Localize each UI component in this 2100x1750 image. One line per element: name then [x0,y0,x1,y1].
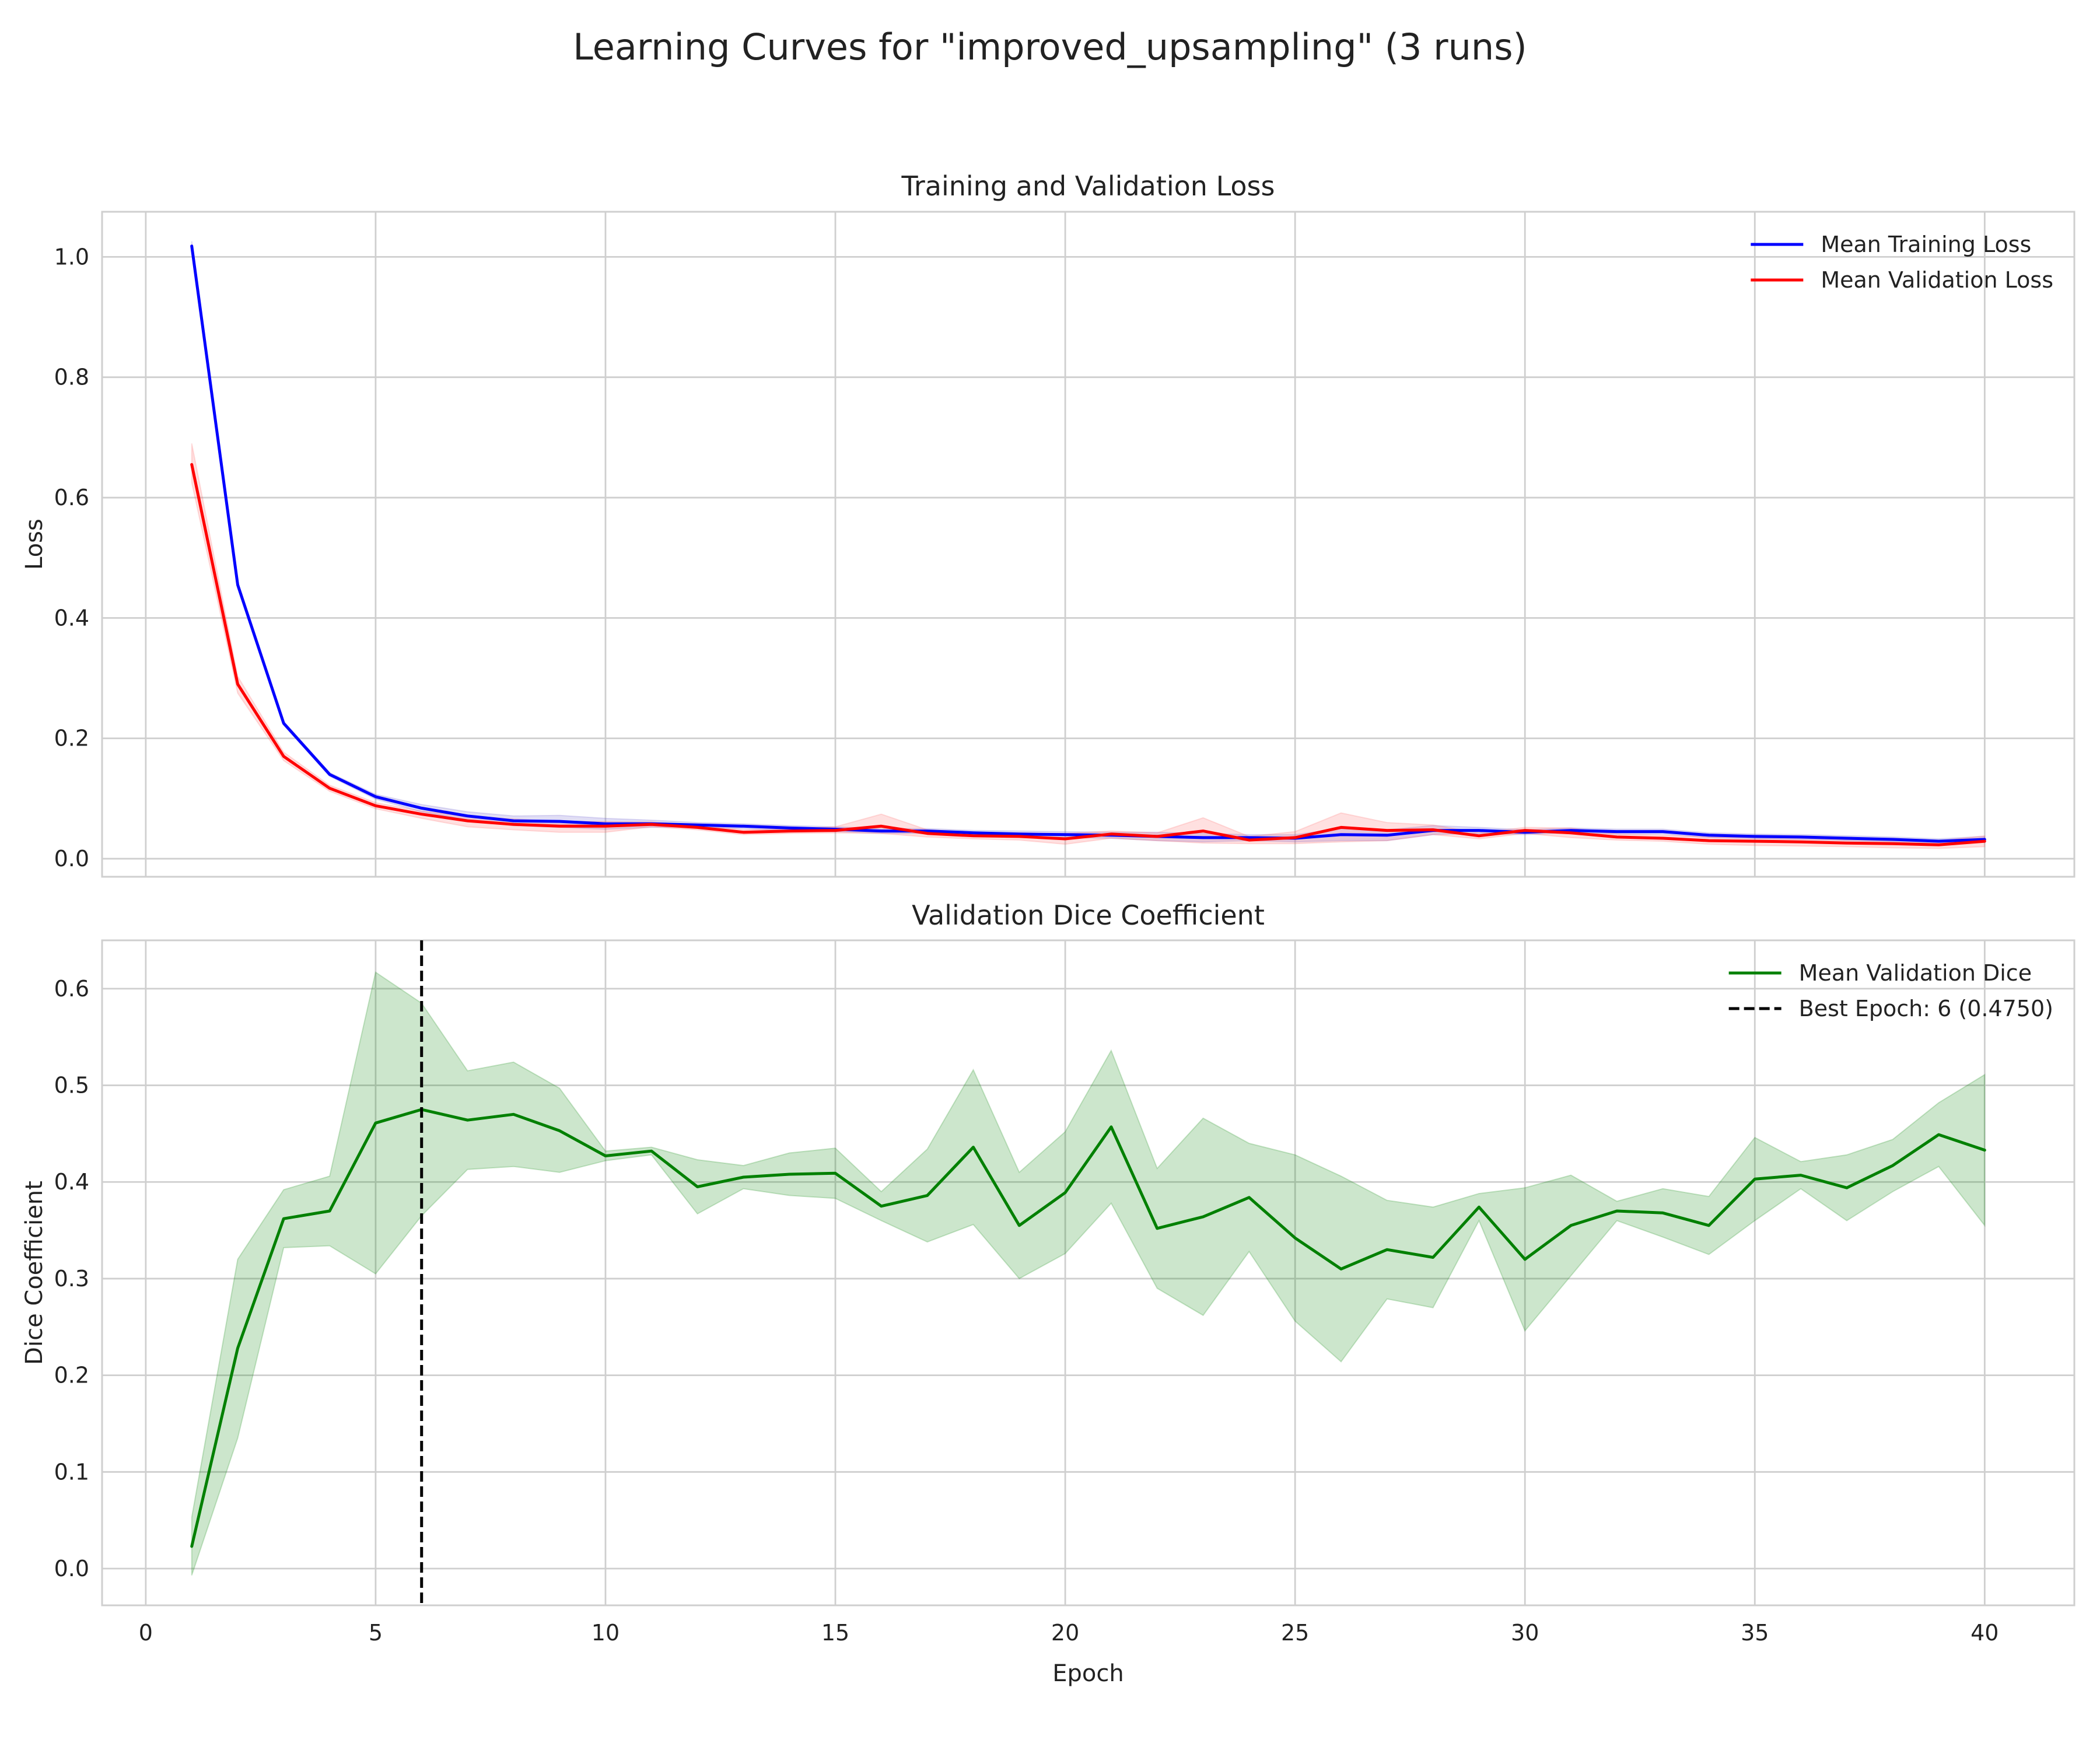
y-tick-label: 0.1 [54,1459,89,1485]
subplot-title: Training and Validation Loss [901,170,1275,202]
y-axis-label: Dice Coefficient [21,1181,48,1365]
y-axis-label: Loss [21,519,48,570]
x-tick-label: 15 [821,1620,849,1646]
y-tick-label: 0.6 [54,976,89,1002]
x-tick-label: 30 [1511,1620,1539,1646]
series-line [190,1108,1986,1548]
y-tick-label: 0.5 [54,1073,89,1098]
x-tick-label: 40 [1971,1620,1999,1646]
y-tick-label: 0.3 [54,1266,89,1292]
legend: Mean Training Loss Mean Validation Loss [1751,232,2053,293]
plot-area [190,241,1986,849]
std-band [191,971,1986,1576]
y-tick-label: 0.0 [54,1556,89,1581]
legend: Mean Validation Dice Best Epoch: 6 (0.475… [1728,960,2053,1021]
axes-frame [101,939,2076,1606]
series-line [190,244,1986,843]
y-tick-label: 0.4 [54,1169,89,1195]
series-line [190,463,1986,846]
legend-label: Mean Training Loss [1821,232,2031,257]
y-tick-label: 1.0 [54,244,89,270]
y-tick-label: 0.2 [54,1363,89,1388]
x-tick-label: 5 [369,1620,383,1646]
plot-area [190,940,1986,1605]
x-tick-label: 20 [1051,1620,1079,1646]
legend-label: Mean Validation Dice [1799,960,2032,986]
y-tick-label: 0.0 [54,846,89,872]
x-tick-label: 35 [1741,1620,1769,1646]
x-axis-label: Epoch [1052,1660,1124,1687]
legend-label: Best Epoch: 6 (0.4750) [1799,996,2053,1021]
axes-frame [101,211,2076,878]
y-tick-label: 0.8 [54,365,89,390]
legend-label: Mean Validation Loss [1821,267,2053,293]
x-tick-label: 25 [1281,1620,1309,1646]
figure-title: Learning Curves for "improved_upsampling… [573,26,1527,68]
y-tick-label: 0.4 [54,605,89,631]
subplot-1: 0.0 0.2 0.4 0.6 0.8 1.0 Training and Validatio… [21,170,2076,878]
subplot-2: 0.0 0.1 0.2 0.3 0.4 0.5 0.6 0 5 10 15 20 25 30 35 40 Val… [21,900,2076,1687]
x-tick-label: 10 [592,1620,620,1646]
y-tick-label: 0.2 [54,726,89,751]
subplot-title: Validation Dice Coefficient [912,900,1265,931]
x-tick-label: 0 [139,1620,153,1646]
y-tick-label: 0.6 [54,485,89,510]
